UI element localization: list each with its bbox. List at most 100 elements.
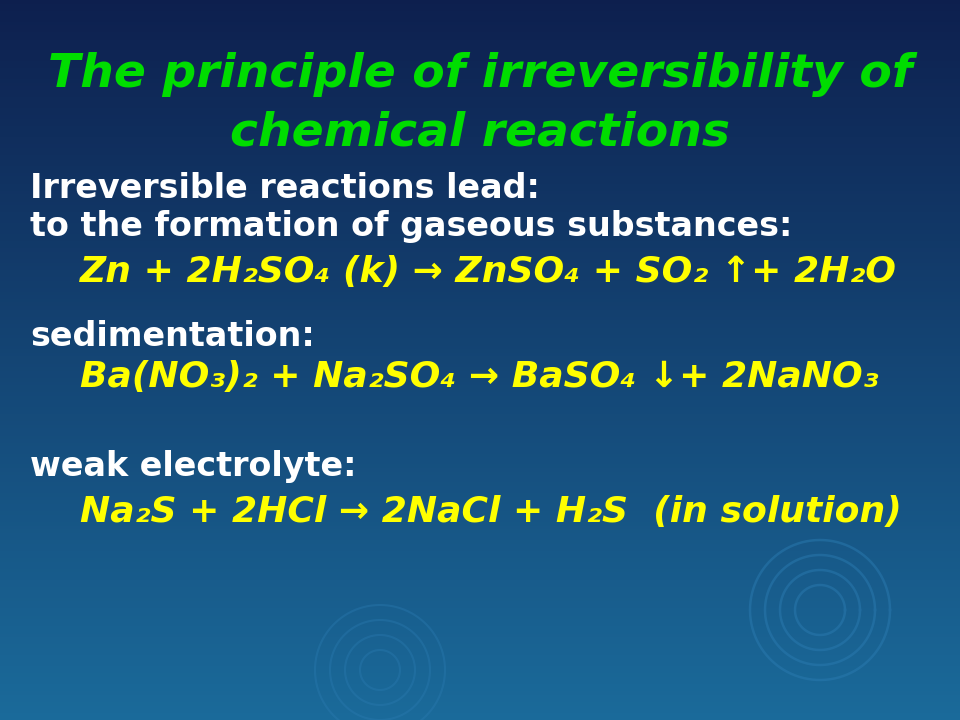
Bar	[0, 302, 960, 306]
Bar	[0, 670, 960, 673]
Bar	[0, 385, 960, 389]
Bar	[0, 324, 960, 328]
Bar	[0, 11, 960, 14]
Bar	[0, 277, 960, 281]
Bar	[0, 97, 960, 101]
Bar	[0, 486, 960, 490]
Bar	[0, 335, 960, 338]
Bar	[0, 331, 960, 335]
Bar	[0, 659, 960, 662]
Bar	[0, 140, 960, 144]
Bar	[0, 605, 960, 608]
Bar	[0, 547, 960, 551]
Bar	[0, 295, 960, 299]
Bar	[0, 191, 960, 194]
Bar	[0, 151, 960, 155]
Bar	[0, 439, 960, 443]
Text: Zn + 2H₂SO₄ (k) → ZnSO₄ + SO₂ ↑+ 2H₂O: Zn + 2H₂SO₄ (k) → ZnSO₄ + SO₂ ↑+ 2H₂O	[80, 255, 897, 289]
Bar	[0, 187, 960, 191]
Bar	[0, 122, 960, 126]
Bar	[0, 490, 960, 493]
Bar	[0, 626, 960, 630]
Text: The principle of irreversibility of: The principle of irreversibility of	[48, 52, 912, 97]
Bar	[0, 155, 960, 158]
Bar	[0, 680, 960, 684]
Bar	[0, 648, 960, 652]
Bar	[0, 522, 960, 526]
Bar	[0, 641, 960, 644]
Bar	[0, 248, 960, 252]
Bar	[0, 263, 960, 266]
Bar	[0, 320, 960, 324]
Bar	[0, 450, 960, 454]
Bar	[0, 554, 960, 558]
Bar	[0, 551, 960, 554]
Bar	[0, 508, 960, 511]
Bar	[0, 421, 960, 425]
Bar	[0, 504, 960, 508]
Bar	[0, 353, 960, 356]
Bar	[0, 79, 960, 83]
Bar	[0, 526, 960, 529]
Bar	[0, 76, 960, 79]
Bar	[0, 68, 960, 72]
Bar	[0, 461, 960, 464]
Bar	[0, 616, 960, 619]
Bar	[0, 407, 960, 410]
Bar	[0, 130, 960, 133]
Bar	[0, 274, 960, 277]
Bar	[0, 702, 960, 706]
Bar	[0, 238, 960, 241]
Bar	[0, 706, 960, 709]
Bar	[0, 72, 960, 76]
Bar	[0, 32, 960, 36]
Bar	[0, 119, 960, 122]
Bar	[0, 184, 960, 187]
Bar	[0, 515, 960, 518]
Text: Ba(NO₃)₂ + Na₂SO₄ → BaSO₄ ↓+ 2NaNO₃: Ba(NO₃)₂ + Na₂SO₄ → BaSO₄ ↓+ 2NaNO₃	[80, 360, 878, 394]
Text: Na₂S + 2HCl → 2NaCl + H₂S  (in solution): Na₂S + 2HCl → 2NaCl + H₂S (in solution)	[80, 495, 901, 529]
Text: weak electrolyte:: weak electrolyte:	[30, 450, 356, 483]
Bar	[0, 619, 960, 623]
Bar	[0, 558, 960, 562]
Bar	[0, 288, 960, 292]
Bar	[0, 223, 960, 227]
Bar	[0, 158, 960, 162]
Bar	[0, 292, 960, 295]
Bar	[0, 317, 960, 320]
Bar	[0, 50, 960, 54]
Bar	[0, 666, 960, 670]
Bar	[0, 594, 960, 598]
Bar	[0, 468, 960, 472]
Text: chemical reactions: chemical reactions	[230, 110, 730, 155]
Bar	[0, 284, 960, 288]
Bar	[0, 655, 960, 659]
Bar	[0, 418, 960, 421]
Bar	[0, 29, 960, 32]
Bar	[0, 684, 960, 688]
Bar	[0, 576, 960, 580]
Bar	[0, 0, 960, 4]
Bar	[0, 436, 960, 439]
Bar	[0, 533, 960, 536]
Bar	[0, 608, 960, 612]
Bar	[0, 342, 960, 346]
Bar	[0, 4, 960, 7]
Bar	[0, 198, 960, 202]
Bar	[0, 356, 960, 360]
Bar	[0, 677, 960, 680]
Bar	[0, 205, 960, 209]
Bar	[0, 133, 960, 137]
Bar	[0, 713, 960, 716]
Bar	[0, 580, 960, 583]
Bar	[0, 583, 960, 587]
Bar	[0, 22, 960, 25]
Bar	[0, 148, 960, 151]
Bar	[0, 457, 960, 461]
Bar	[0, 454, 960, 457]
Bar	[0, 472, 960, 475]
Bar	[0, 112, 960, 115]
Bar	[0, 536, 960, 540]
Bar	[0, 162, 960, 166]
Bar	[0, 374, 960, 378]
